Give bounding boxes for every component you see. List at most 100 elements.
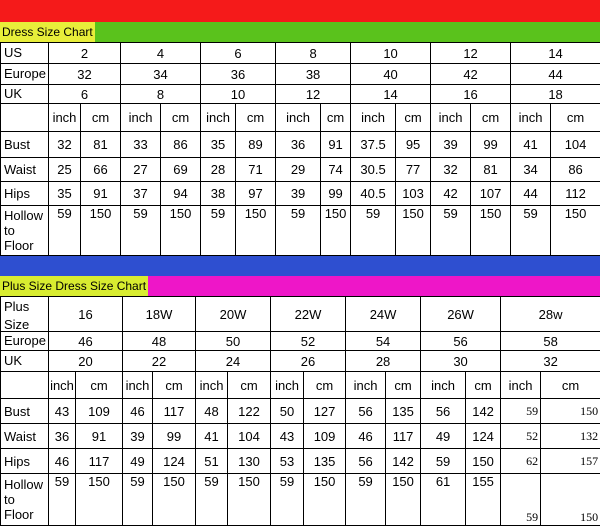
measure-value: 46 xyxy=(123,399,153,424)
measure-value: 81 xyxy=(471,158,511,182)
measure-value: 99 xyxy=(471,132,511,158)
row-label: Europe xyxy=(1,64,49,85)
unit-label: cm xyxy=(161,104,201,132)
measure-value: 150 xyxy=(541,474,600,526)
unit-label: inch xyxy=(49,104,81,132)
unit-label: inch xyxy=(421,372,466,399)
size-value: 12 xyxy=(276,85,351,104)
unit-label: cm xyxy=(236,104,276,132)
measure-value: 117 xyxy=(386,424,421,449)
measure-value: 142 xyxy=(386,449,421,474)
size-value: 44 xyxy=(511,64,600,85)
unit-label: cm xyxy=(541,372,600,399)
measure-value: 46 xyxy=(346,424,386,449)
measure-value: 107 xyxy=(471,182,511,206)
unit-label: cm xyxy=(386,372,421,399)
measure-value: 30.5 xyxy=(351,158,396,182)
measure-value: 112 xyxy=(551,182,600,206)
measure-value: 150 xyxy=(228,474,271,526)
measure-value: 59 xyxy=(511,206,551,256)
measure-value: 89 xyxy=(236,132,276,158)
blank-cell xyxy=(1,372,49,399)
unit-label: cm xyxy=(471,104,511,132)
measure-value: 109 xyxy=(76,399,123,424)
measure-value: 43 xyxy=(271,424,304,449)
size-value: 4 xyxy=(121,43,201,64)
measure-value: 124 xyxy=(153,449,196,474)
size-value: 16 xyxy=(49,297,123,332)
measure-value: 157 xyxy=(541,449,600,474)
unit-label: cm xyxy=(551,104,600,132)
measure-value: 150 xyxy=(466,449,501,474)
size-value: 52 xyxy=(271,332,346,351)
measure-value: 97 xyxy=(236,182,276,206)
measure-value: 37.5 xyxy=(351,132,396,158)
measure-value: 150 xyxy=(81,206,121,256)
measure-value: 150 xyxy=(541,399,600,424)
measure-value: 135 xyxy=(304,449,346,474)
size-value: 8 xyxy=(276,43,351,64)
unit-label: inch xyxy=(201,104,236,132)
title-band: Plus Size Dress Size Chart xyxy=(0,276,600,296)
size-value: 42 xyxy=(431,64,511,85)
size-value: 18W xyxy=(123,297,196,332)
measure-value: 142 xyxy=(466,399,501,424)
size-value: 56 xyxy=(421,332,501,351)
measure-value: 39 xyxy=(276,182,321,206)
unit-label: cm xyxy=(396,104,431,132)
measure-value: 59 xyxy=(346,474,386,526)
measure-value: 86 xyxy=(161,132,201,158)
size-value: 28 xyxy=(346,351,421,372)
measure-value: 35 xyxy=(49,182,81,206)
measure-value: 122 xyxy=(228,399,271,424)
measure-value: 56 xyxy=(421,399,466,424)
measure-value: 50 xyxy=(271,399,304,424)
measure-value: 135 xyxy=(386,399,421,424)
measure-value: 25 xyxy=(49,158,81,182)
unit-label: cm xyxy=(76,372,123,399)
measure-value: 150 xyxy=(236,206,276,256)
size-value: 32 xyxy=(49,64,121,85)
unit-label: cm xyxy=(304,372,346,399)
measure-value: 62 xyxy=(501,449,541,474)
measure-value: 28 xyxy=(201,158,236,182)
measure-value: 49 xyxy=(123,449,153,474)
measure-value: 51 xyxy=(196,449,228,474)
row-label-text: UK xyxy=(4,86,48,102)
measure-value: 109 xyxy=(304,424,346,449)
size-value: 48 xyxy=(123,332,196,351)
row-label: Europe xyxy=(1,332,49,351)
row-label: US xyxy=(1,43,49,64)
measure-value: 41 xyxy=(196,424,228,449)
unit-label: cm xyxy=(81,104,121,132)
unit-label: cm xyxy=(321,104,351,132)
measure-value: 40.5 xyxy=(351,182,396,206)
unit-label: inch xyxy=(123,372,153,399)
title-band: Dress Size Chart xyxy=(0,22,600,42)
measure-value: 59 xyxy=(121,206,161,256)
unit-label: inch xyxy=(511,104,551,132)
measure-value: 127 xyxy=(304,399,346,424)
measure-value: 41 xyxy=(511,132,551,158)
measure-value: 35 xyxy=(201,132,236,158)
size-value: 14 xyxy=(511,43,600,64)
measure-value: 53 xyxy=(271,449,304,474)
row-label: Hollow to Floor xyxy=(1,206,49,256)
measure-value: 94 xyxy=(161,182,201,206)
measure-value: 59 xyxy=(271,474,304,526)
row-label: Waist xyxy=(1,158,49,182)
table-title: Dress Size Chart xyxy=(0,22,95,42)
row-label: Hips xyxy=(1,449,49,474)
size-value: 46 xyxy=(49,332,123,351)
measure-value: 91 xyxy=(76,424,123,449)
measure-value: 59 xyxy=(501,399,541,424)
size-value: 40 xyxy=(351,64,431,85)
